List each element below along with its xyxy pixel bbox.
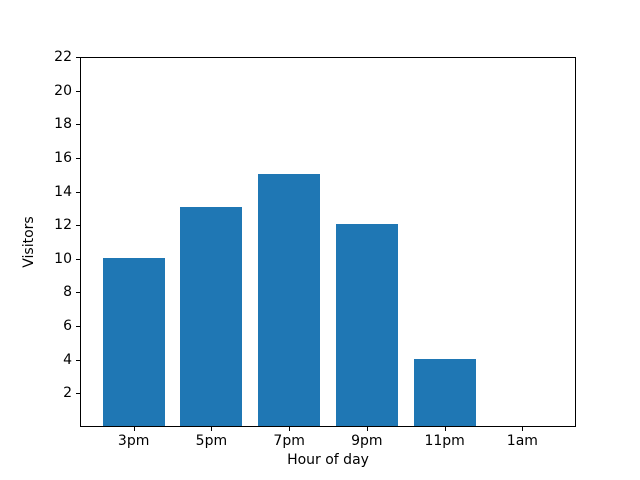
y-tick-label: 6 — [63, 318, 72, 335]
y-tick-mark — [76, 326, 80, 328]
y-tick-label: 22 — [54, 49, 72, 65]
y-tick-mark — [76, 292, 80, 294]
y-tick-label: 14 — [54, 183, 72, 200]
y-tick-label: 18 — [54, 116, 72, 133]
x-tick-mark — [133, 427, 135, 431]
y-tick-mark — [76, 57, 80, 58]
x-tick-mark — [522, 427, 524, 431]
x-tick-label: 3pm — [117, 433, 150, 449]
x-tick-mark — [444, 427, 446, 431]
x-tick-mark — [211, 427, 213, 431]
x-tick-mark — [366, 427, 368, 431]
y-tick-label: 10 — [54, 250, 72, 267]
x-tick-label: 11pm — [424, 433, 465, 449]
x-axis-label: Hour of day — [287, 452, 369, 468]
y-tick-mark — [76, 258, 80, 260]
y-tick-label: 4 — [63, 351, 72, 368]
y-tick-mark — [76, 157, 80, 159]
bar-3pm — [102, 257, 165, 426]
y-tick-mark — [76, 393, 80, 395]
x-tick-label: 9pm — [351, 433, 383, 449]
y-axis-label: Visitors — [21, 216, 37, 268]
y-tick-mark — [76, 124, 80, 126]
bar-11pm — [413, 358, 476, 426]
bar-5pm — [180, 207, 243, 426]
x-tick-label: 5pm — [195, 433, 228, 449]
bar-7pm — [258, 173, 321, 426]
y-tick-mark — [76, 225, 80, 227]
x-tick-label: 7pm — [273, 433, 305, 449]
y-tick-label: 20 — [54, 82, 72, 99]
bar-9pm — [335, 224, 398, 426]
y-tick-mark — [76, 191, 80, 193]
y-tick-label: 8 — [63, 284, 72, 301]
y-tick-label: 12 — [54, 217, 72, 234]
x-tick-mark — [289, 427, 291, 431]
x-tick-label: 1am — [506, 433, 538, 449]
y-tick-label: 16 — [54, 149, 72, 166]
y-tick-mark — [76, 359, 80, 361]
y-tick-mark — [76, 90, 80, 92]
plot-area — [80, 57, 576, 427]
y-tick-label: 2 — [63, 385, 72, 402]
